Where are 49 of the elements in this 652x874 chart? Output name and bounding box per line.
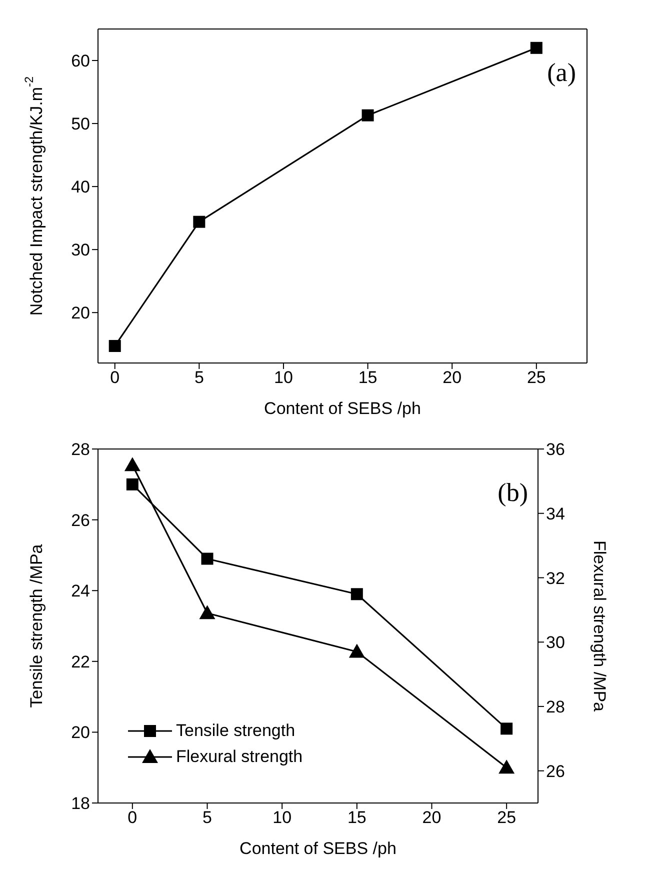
annotation: (a) xyxy=(547,58,576,88)
point xyxy=(199,605,216,620)
y-tick-label: 50 xyxy=(71,114,90,134)
y2-tick-label: 32 xyxy=(546,568,565,588)
point xyxy=(530,42,542,54)
point xyxy=(498,760,515,774)
y-tick-label: 28 xyxy=(71,440,90,460)
point xyxy=(108,340,121,352)
y-axis-title: Tensile strength /MPa xyxy=(26,544,46,708)
annotation: (b) xyxy=(498,478,528,508)
point xyxy=(126,478,138,490)
x-tick-label: 15 xyxy=(358,368,378,388)
x-tick-label: 10 xyxy=(274,368,293,388)
y-tick-label: 30 xyxy=(71,240,90,260)
y-tick-label: 26 xyxy=(71,510,90,530)
y2-tick-label: 34 xyxy=(546,504,565,524)
legend-label: Tensile strength xyxy=(176,721,296,741)
point xyxy=(193,216,206,228)
x-tick-label: 25 xyxy=(526,368,546,388)
y-tick-label: 60 xyxy=(71,52,90,71)
x-tick-label: 10 xyxy=(272,808,292,828)
y-tick-label: 22 xyxy=(71,652,90,672)
y-tick-label: 40 xyxy=(71,178,90,197)
y-tick-label: 20 xyxy=(71,723,90,742)
y2-tick-label: 30 xyxy=(546,633,565,652)
x-axis-title: Content of SEBS /ph xyxy=(240,838,396,858)
y-tick-label: 18 xyxy=(71,794,90,814)
x-tick-label: 0 xyxy=(110,368,120,388)
y2-tick-label: 26 xyxy=(546,762,565,781)
y-tick-label: 20 xyxy=(71,304,90,323)
point xyxy=(350,588,363,600)
x-tick-label: 5 xyxy=(202,808,212,828)
x-tick-label: 5 xyxy=(194,368,204,388)
point xyxy=(201,552,214,565)
point xyxy=(124,457,140,472)
x-tick-label: 25 xyxy=(497,808,516,828)
x-tick-label: 15 xyxy=(347,808,366,828)
point xyxy=(348,644,365,658)
x-tick-label: 20 xyxy=(422,808,442,828)
y2-axis-title: Flexural strength /MPa xyxy=(590,540,610,712)
x-axis-title: Content of SEBS /ph xyxy=(264,398,421,418)
y2-tick-label: 36 xyxy=(546,440,565,460)
point xyxy=(362,109,374,122)
point xyxy=(500,722,513,735)
x-tick-label: 20 xyxy=(442,368,462,388)
y2-tick-label: 28 xyxy=(546,697,565,716)
x-tick-label: 0 xyxy=(128,808,138,828)
legend-label: Flexural strength xyxy=(176,747,303,767)
y-tick-label: 24 xyxy=(71,582,90,601)
